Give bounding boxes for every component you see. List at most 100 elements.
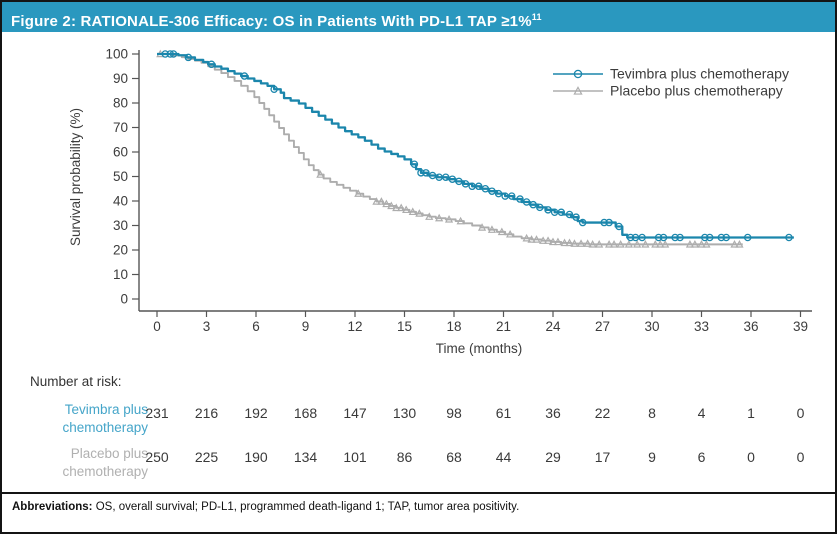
censor-mark-triangle [616,240,625,248]
y-tick-label: 0 [120,292,128,307]
censor-mark-circle [207,60,216,69]
censor-mark-circle [240,72,249,80]
censor-mark-circle [428,171,437,180]
y-axis-title: Survival probability (%) [68,108,83,246]
censor-mark-circle [706,233,714,242]
censor-mark-triangle [548,237,558,246]
risk-count: 6 [697,449,706,465]
risk-row-label-placebo-plus-chemotherapy: Placebo plus chemotherapy [2,445,148,481]
number-at-risk-table: Number at risk: Tevimbra plus chemotherap… [2,368,835,490]
censor-mark-circle [166,50,174,58]
survival-curve-tevimbra-plus-chemotherapy [157,52,794,239]
censor-mark-circle [578,218,587,227]
censor-mark-triangle [397,203,406,212]
risk-row-label-line: chemotherapy [62,420,148,435]
censor-mark-circle [659,233,668,242]
risk-count: 192 [244,405,268,421]
y-tick-label: 50 [113,169,128,184]
censor-mark-triangle [553,237,563,246]
censor-mark-circle [701,233,709,242]
censor-mark-triangle [543,236,553,244]
censor-mark-triangle [588,240,597,248]
risk-count: 147 [343,405,367,421]
risk-count: 190 [244,449,268,465]
censor-mark-triangle [656,240,665,248]
censor-mark-triangle [527,235,536,243]
risk-count: 231 [145,405,169,421]
y-tick-label: 100 [105,47,128,62]
risk-count: 134 [293,449,318,465]
censor-mark-circle [676,233,684,242]
censor-mark-triangle [560,238,569,247]
x-tick-label: 21 [496,319,511,334]
censor-mark-circle [481,184,490,193]
risk-count: 225 [194,449,219,465]
risk-count: 250 [145,449,169,465]
censor-mark-triangle [497,227,506,236]
risk-count: 168 [293,405,318,421]
censor-mark-triangle [583,239,592,247]
censor-mark-triangle [505,229,515,238]
risk-count: 1 [747,405,755,421]
censor-mark-circle [507,192,516,200]
censor-mark-triangle [565,238,574,247]
series-placebo-plus-chemotherapy [156,49,744,248]
censor-mark-circle [169,50,178,58]
figure-title-reference: 11 [531,12,542,22]
censor-mark-circle [494,189,503,198]
legend-item-tevimbra-plus-chemotherapy: Tevimbra plus chemotherapy [553,66,789,82]
censor-mark-triangle [425,212,434,220]
censor-mark-triangle [532,235,541,243]
censor-mark-triangle [685,240,695,248]
risk-count: 216 [194,405,219,421]
figure-title-bar: Figure 2: RATIONALE-306 Efficacy: OS in … [2,2,835,32]
risk-count: 4 [697,405,706,421]
censor-mark-circle [501,192,509,200]
censor-mark-circle [488,187,496,195]
censor-mark-triangle [595,240,604,248]
censor-mark-circle [461,180,470,188]
censor-mark-circle [572,213,580,221]
censor-mark-circle [785,233,793,242]
censor-mark-circle [529,200,537,209]
censor-mark-circle [410,160,419,168]
risk-count: 86 [396,449,413,465]
censor-mark-triangle [702,240,711,248]
y-tick-label: 30 [113,218,128,233]
x-tick-label: 3 [203,319,211,334]
y-tick-label: 20 [113,243,128,258]
y-tick-label: 70 [113,120,128,135]
censor-mark-circle [550,208,559,217]
risk-count: 9 [648,449,656,465]
survival-curves [156,49,794,248]
censor-mark-triangle [456,216,465,225]
censor-mark-circle [557,208,566,217]
risk-count: 101 [343,449,367,465]
censor-mark-triangle [576,239,586,247]
abbreviations-label: Abbreviations: [12,501,93,513]
x-tick-label: 12 [347,319,362,334]
censor-mark-circle [631,233,640,242]
censor-mark-triangle [316,170,325,178]
censor-mark-circle [626,233,635,242]
x-tick-label: 30 [644,319,659,334]
y-tick-label: 10 [113,267,128,282]
risk-row-label-tevimbra-plus-chemotherapy: Tevimbra plus chemotherapy [2,401,148,437]
censor-mark-circle [441,173,450,181]
censor-mark-circle [455,177,463,186]
x-tick-label: 9 [302,319,310,334]
survival-curve-placebo-plus-chemotherapy [157,53,743,246]
censor-mark-circle [722,233,731,242]
censor-mark-triangle [522,233,531,242]
censor-mark-triangle [604,240,614,248]
censor-mark-triangle [377,197,386,205]
censor-mark-circle [638,233,646,242]
legend-circle-marker [573,69,583,79]
censor-mark-triangle [372,197,381,205]
censor-mark-circle [184,53,193,62]
censor-mark-triangle [402,205,411,214]
legend-triangle-marker [573,86,583,95]
abbreviations-footer: Abbreviations: OS, overall survival; PD-… [2,492,835,532]
